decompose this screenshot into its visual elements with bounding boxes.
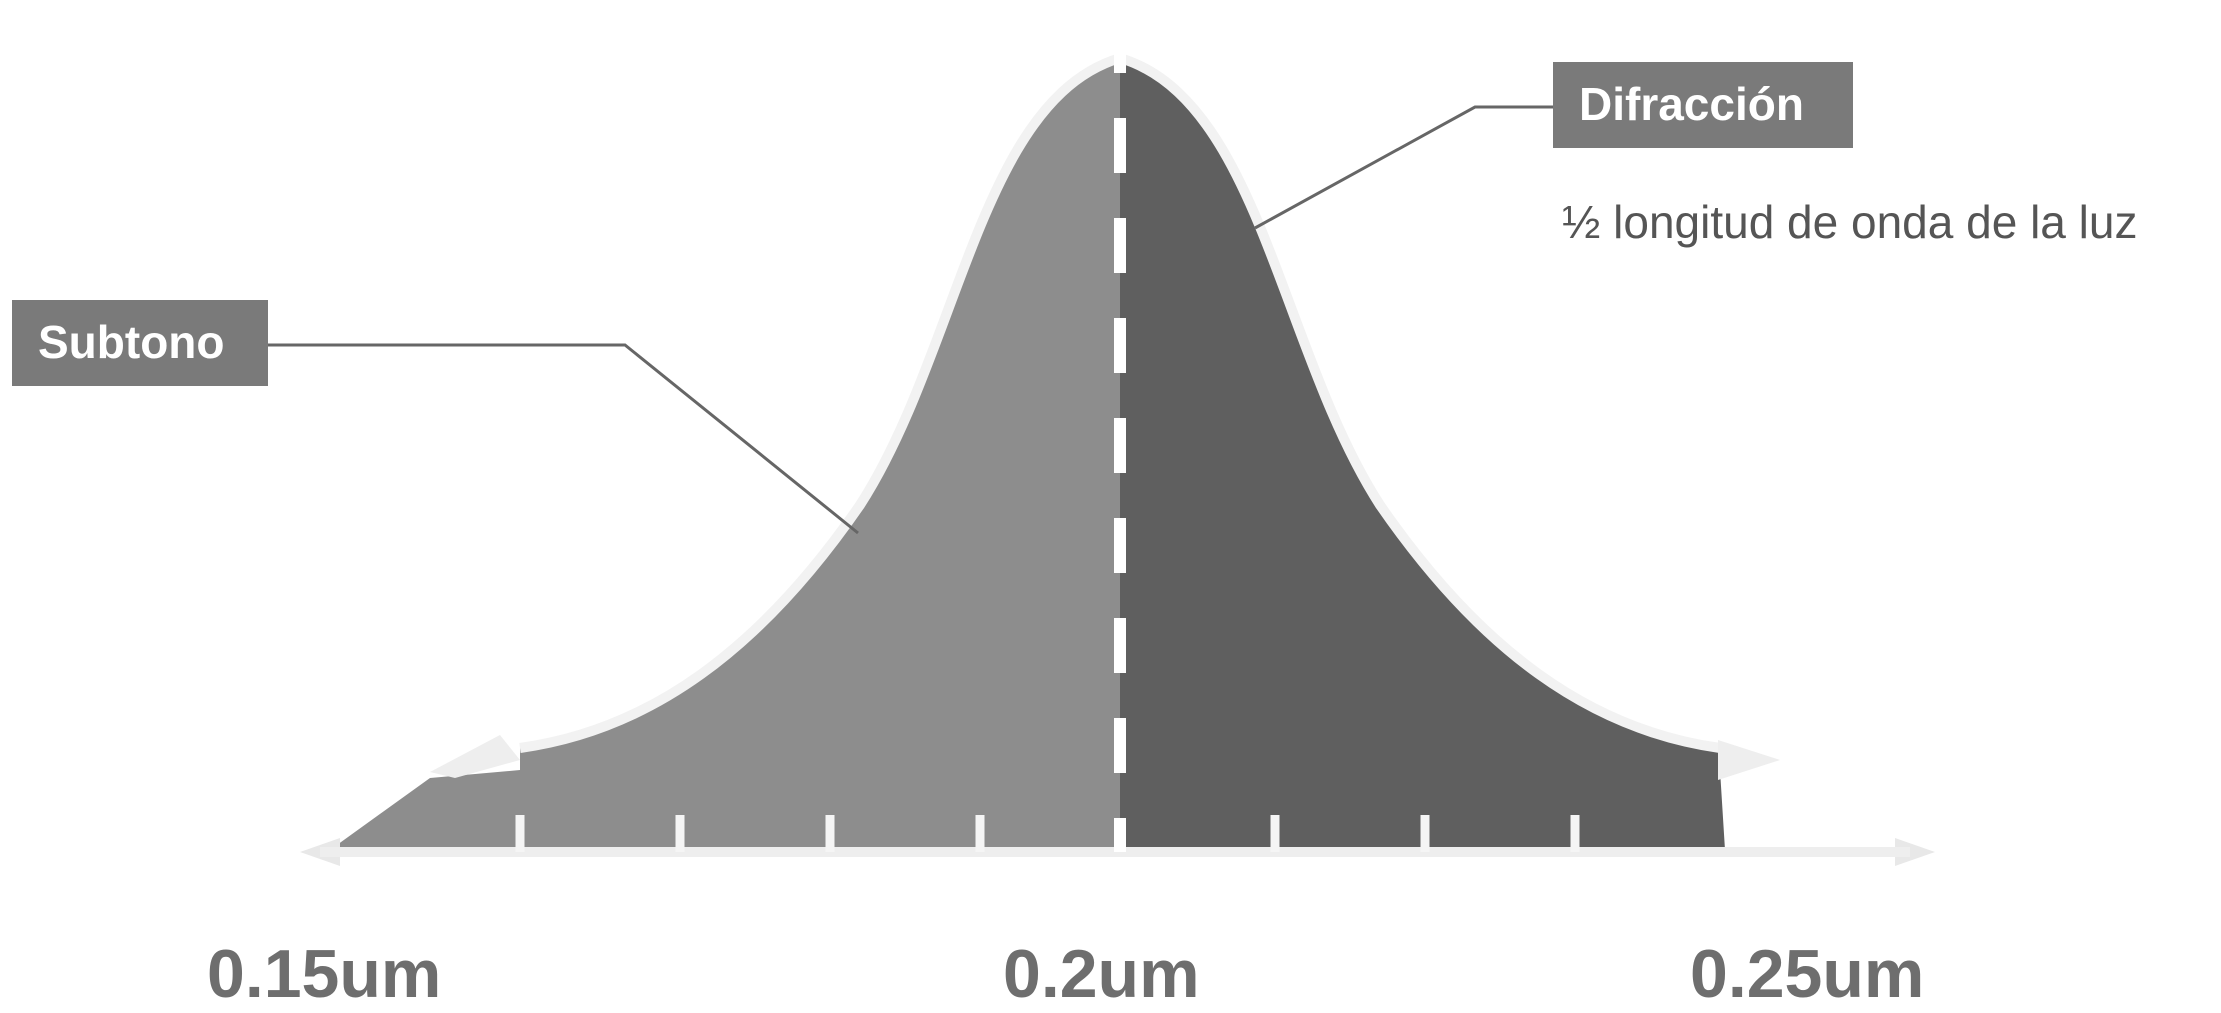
tick-label-right: 0.25um (1690, 936, 1925, 1012)
tick-label-center: 0.2um (1003, 936, 1200, 1012)
tick-label-left: 0.15um (207, 936, 442, 1012)
subtono-label: Subtono (12, 300, 268, 386)
right-edge-arrow (1718, 740, 1780, 780)
subtono-leader-line (268, 343, 859, 535)
subtone-area (330, 58, 1120, 850)
left-edge-arrow (430, 735, 520, 778)
wavelength-note: ½ longitud de onda de la luz (1562, 196, 2138, 248)
tick-marks (515, 815, 1580, 852)
difraccion-label: Difracción (1553, 62, 1853, 148)
difraccion-leader-line (1254, 105, 1553, 230)
baseline-right-arrow (1895, 838, 1935, 866)
